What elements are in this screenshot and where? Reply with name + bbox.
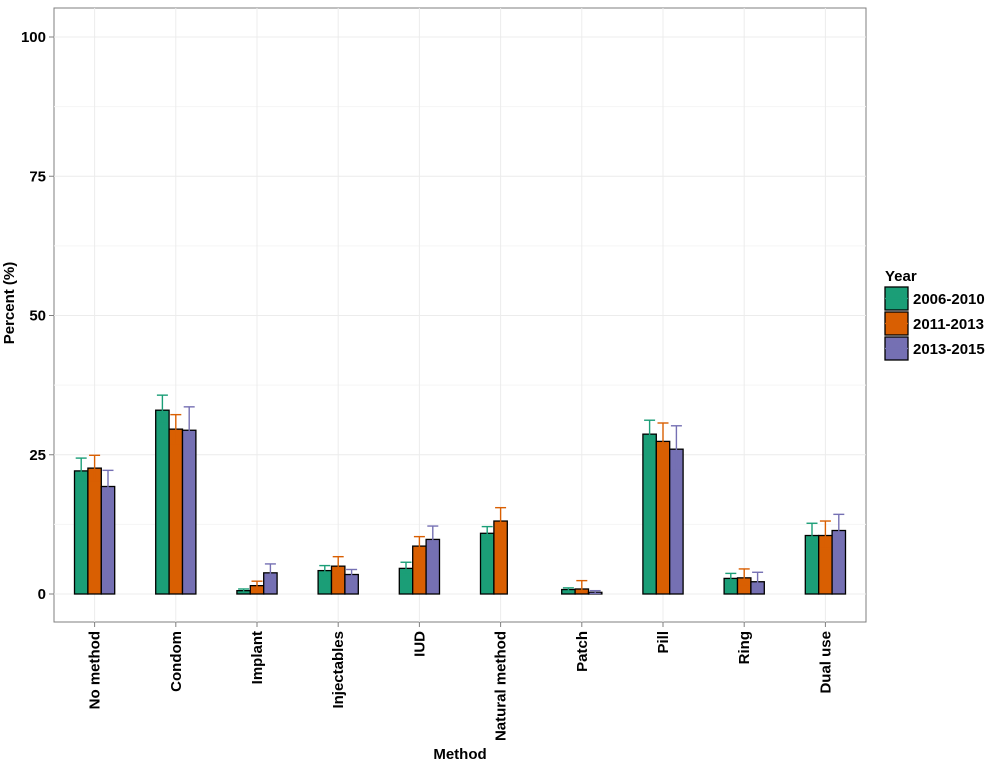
series-2011-2013 [87, 413, 833, 595]
legend-item: 2013-2015 [884, 336, 985, 361]
error-bar [413, 535, 425, 557]
y-axis-title: Percent (%) [1, 262, 18, 345]
x-tick-label: Condom [168, 631, 185, 692]
error-bar [89, 454, 101, 482]
x-tick-label: Pill [655, 631, 672, 654]
y-tick-label: 75 [29, 168, 46, 185]
bars-layer [73, 394, 847, 595]
error-bar [102, 469, 114, 502]
error-bar [75, 457, 87, 482]
legend: Year 2006-2010 2011-2013 2013-2015 [884, 268, 985, 361]
error-bar [238, 588, 250, 594]
legend-title: Year [885, 268, 917, 285]
x-axis: No method Condom Implant Injectables IUD Natu… [87, 622, 834, 741]
legend-label: 2011-2013 [913, 316, 984, 333]
bar [100, 485, 116, 595]
error-bar [427, 525, 439, 552]
series-2006-2010 [73, 394, 820, 595]
error-bar [589, 589, 601, 595]
y-tick-label: 25 [29, 447, 46, 464]
error-bar [738, 568, 750, 586]
x-tick-label: Implant [249, 631, 266, 684]
bar [73, 470, 89, 595]
bar [181, 429, 197, 595]
error-bar [400, 561, 412, 576]
error-bar [264, 563, 276, 581]
error-bar [319, 564, 331, 577]
x-tick-label: Ring [736, 631, 753, 664]
legend-label: 2013-2015 [913, 341, 985, 358]
bar [155, 409, 170, 595]
error-bar [670, 425, 682, 471]
error-bar [644, 419, 656, 450]
y-tick-label: 50 [29, 308, 46, 325]
y-axis: 0 25 50 75 100 [21, 29, 54, 603]
bar [168, 428, 184, 595]
error-bar [657, 422, 669, 460]
legend-label: 2006-2010 [913, 291, 985, 308]
x-tick-label: Patch [574, 631, 591, 672]
error-bar [251, 580, 263, 590]
error-bar [156, 394, 168, 425]
x-tick-label: Natural method [493, 631, 510, 741]
error-bar [752, 571, 764, 589]
error-bar [495, 506, 507, 534]
error-bar [806, 522, 818, 547]
bar [669, 448, 684, 595]
error-bar [576, 579, 588, 593]
x-axis-title: Method [433, 746, 486, 763]
error-bar [833, 513, 845, 546]
error-bar [725, 572, 737, 585]
error-bar [170, 413, 182, 445]
error-bar [332, 555, 344, 575]
error-bar [346, 568, 358, 581]
error-bar [562, 587, 574, 592]
y-tick-label: 100 [21, 29, 46, 46]
bar [479, 532, 495, 595]
bar [87, 467, 102, 595]
series-2013-2015 [100, 406, 847, 595]
bar [642, 433, 657, 595]
legend-item: 2011-2013 [884, 311, 984, 336]
x-tick-label: IUD [411, 631, 428, 657]
bar [655, 440, 671, 595]
legend-item: 2006-2010 [884, 286, 985, 311]
x-tick-label: No method [87, 631, 104, 709]
x-tick-label: Injectables [330, 631, 347, 709]
error-bar [481, 525, 493, 541]
y-tick-label: 0 [38, 586, 46, 603]
error-bar [819, 520, 831, 550]
x-tick-label: Dual use [817, 631, 834, 694]
error-bar [183, 406, 195, 452]
